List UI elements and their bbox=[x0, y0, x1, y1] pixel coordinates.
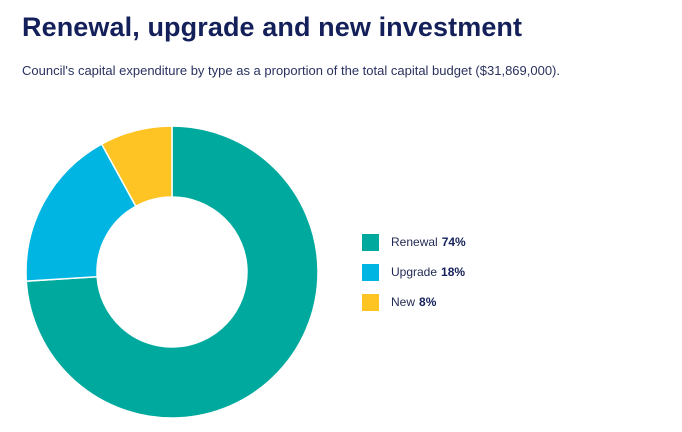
legend-label: Upgrade bbox=[391, 265, 438, 279]
legend-item-renewal: Renewal 74% bbox=[362, 233, 466, 251]
legend-value: 8% bbox=[419, 295, 437, 309]
legend-label: Renewal bbox=[391, 235, 438, 249]
chart-legend: Renewal 74% Upgrade 18% New 8% bbox=[362, 233, 466, 323]
legend-item-new: New 8% bbox=[362, 293, 466, 311]
legend-label: New bbox=[391, 295, 416, 309]
page-title: Renewal, upgrade and new investment bbox=[22, 12, 523, 42]
legend-swatch bbox=[362, 263, 379, 281]
slice-new bbox=[100, 125, 173, 208]
legend-item-upgrade: Upgrade 18% bbox=[362, 263, 466, 281]
legend-value: 18% bbox=[441, 265, 466, 279]
slice-renewal bbox=[25, 125, 319, 419]
legend-swatch bbox=[362, 293, 379, 311]
legend-value: 74% bbox=[441, 235, 466, 249]
donut-chart bbox=[25, 125, 319, 419]
slice-upgrade bbox=[25, 143, 137, 282]
page-subtitle: Council's capital expenditure by type as… bbox=[22, 63, 560, 78]
legend-swatch bbox=[362, 233, 379, 251]
